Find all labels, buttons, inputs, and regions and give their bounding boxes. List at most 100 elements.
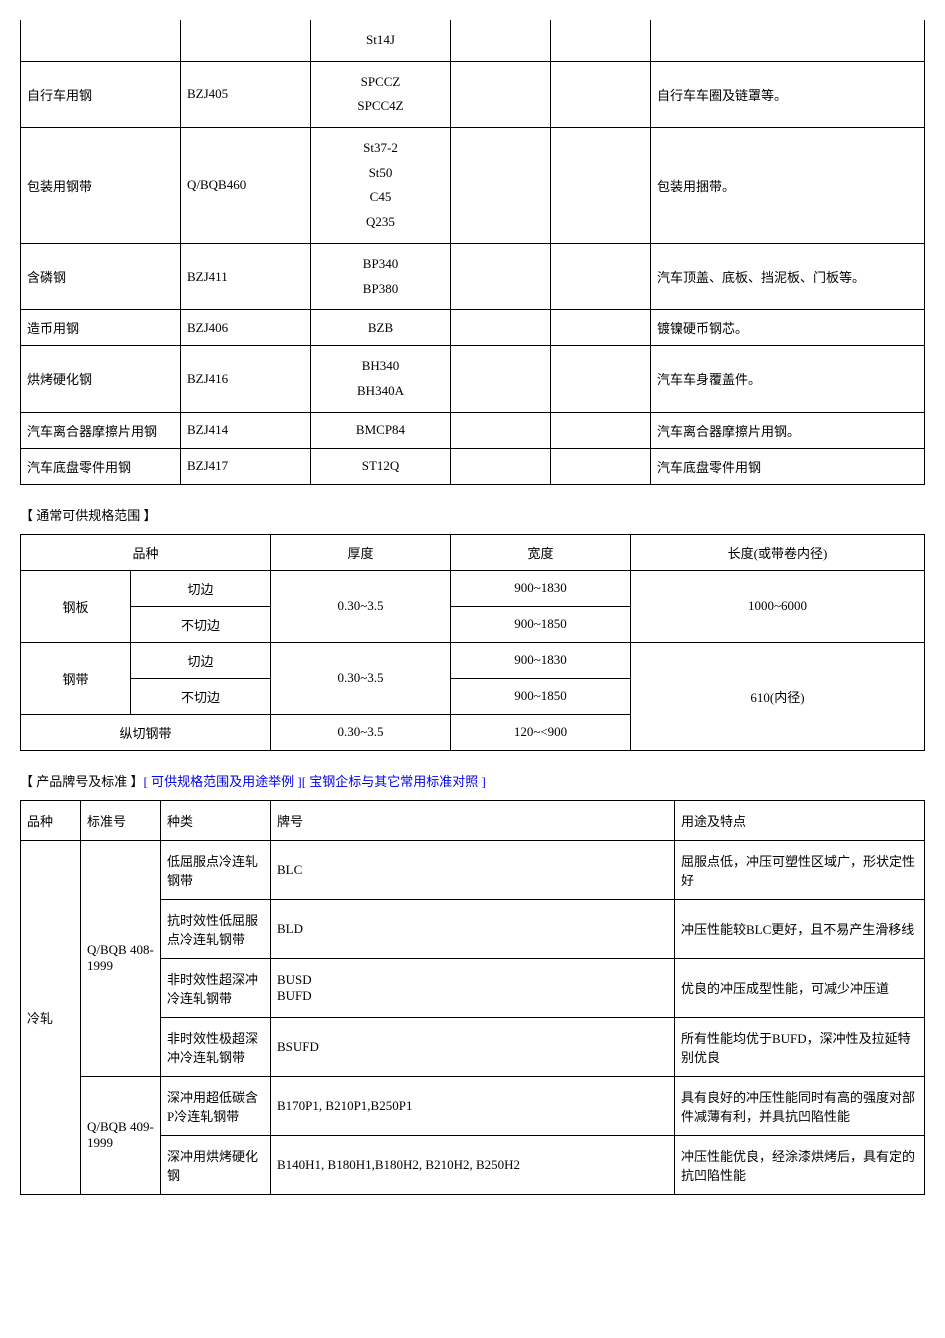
cell: 切边 — [131, 570, 271, 606]
label-part1: 【 产品牌号及标准 】 — [20, 774, 144, 789]
cell: 包装用钢带 — [21, 128, 181, 244]
cell: 汽车离合器摩擦片用钢。 — [651, 412, 925, 448]
link-standard-comparison[interactable]: [ 宝钢企标与其它常用标准对照 ] — [302, 774, 486, 789]
link-spec-range[interactable]: [ 可供规格范围及用途举例 ] — [144, 774, 302, 789]
cell: BUSD BUFD — [271, 958, 675, 1017]
cell: BH340 BH340A — [311, 346, 451, 412]
cell: 含磷钢 — [21, 243, 181, 309]
cell: 镀镍硬币钢芯。 — [651, 310, 925, 346]
cell: BSUFD — [271, 1017, 675, 1076]
cell: BZJ411 — [181, 243, 311, 309]
section-label-spec-range: 【 通常可供规格范围 】 — [20, 505, 925, 524]
cell: 自行车用钢 — [21, 61, 181, 127]
table-row: 自行车用钢 BZJ405 SPCCZ SPCC4Z 自行车车圈及链罩等。 — [21, 61, 925, 127]
cell: St37-2 St50 C45 Q235 — [311, 128, 451, 244]
cell — [651, 20, 925, 61]
cell: 包装用捆带。 — [651, 128, 925, 244]
cell: 汽车顶盖、底板、挡泥板、门板等。 — [651, 243, 925, 309]
table-header-row: 品种 标准号 种类 牌号 用途及特点 — [21, 800, 925, 840]
cell: BZJ406 — [181, 310, 311, 346]
cell: 610(内径) — [631, 642, 925, 750]
cell — [551, 20, 651, 61]
cell: 低屈服点冷连轧钢带 — [161, 840, 271, 899]
cell: BZB — [311, 310, 451, 346]
cell-standard-no: Q/BQB 408-1999 — [81, 840, 161, 1076]
cell — [551, 346, 651, 412]
cell — [551, 412, 651, 448]
cell — [451, 243, 551, 309]
cell: 深冲用烘烤硬化钢 — [161, 1135, 271, 1194]
header-variety: 品种 — [21, 800, 81, 840]
header-standard-no: 标准号 — [81, 800, 161, 840]
cell — [451, 412, 551, 448]
cell — [551, 448, 651, 484]
cell: BLD — [271, 899, 675, 958]
cell-variety: 冷轧 — [21, 840, 81, 1194]
cell — [451, 448, 551, 484]
table-row: 冷轧 Q/BQB 408-1999 低屈服点冷连轧钢带 BLC 屈服点低，冲压可… — [21, 840, 925, 899]
cell: B170P1, B210P1,B250P1 — [271, 1076, 675, 1135]
cell: St14J — [311, 20, 451, 61]
cell: 冲压性能优良，经涂漆烘烤后，具有定的抗凹陷性能 — [675, 1135, 925, 1194]
cell: 汽车底盘零件用钢 — [651, 448, 925, 484]
cell: 900~1850 — [451, 678, 631, 714]
cell: BZJ405 — [181, 61, 311, 127]
section-label-product-standards: 【 产品牌号及标准 】[ 可供规格范围及用途举例 ][ 宝钢企标与其它常用标准对… — [20, 771, 925, 790]
cell: BZJ416 — [181, 346, 311, 412]
cell: 汽车离合器摩擦片用钢 — [21, 412, 181, 448]
cell: 钢带 — [21, 642, 131, 714]
table-header-row: 品种 厚度 宽度 长度(或带卷内径) — [21, 534, 925, 570]
cell: 1000~6000 — [631, 570, 925, 642]
table-spec-range: 品种 厚度 宽度 长度(或带卷内径) 钢板 切边 0.30~3.5 900~18… — [20, 534, 925, 751]
cell: 900~1830 — [451, 570, 631, 606]
cell: Q/BQB460 — [181, 128, 311, 244]
cell — [551, 243, 651, 309]
cell: SPCCZ SPCC4Z — [311, 61, 451, 127]
header-type: 种类 — [161, 800, 271, 840]
cell: 所有性能均优于BUFD，深冲性及拉延特别优良 — [675, 1017, 925, 1076]
cell: 0.30~3.5 — [271, 714, 451, 750]
table-row: 汽车底盘零件用钢 BZJ417 ST12Q 汽车底盘零件用钢 — [21, 448, 925, 484]
cell: 900~1850 — [451, 606, 631, 642]
cell — [551, 61, 651, 127]
cell: 屈服点低，冲压可塑性区域广，形状定性好 — [675, 840, 925, 899]
header-grade: 牌号 — [271, 800, 675, 840]
cell: 非时效性超深冲冷连轧钢带 — [161, 958, 271, 1017]
cell: 0.30~3.5 — [271, 642, 451, 714]
cell — [181, 20, 311, 61]
header-width: 宽度 — [451, 534, 631, 570]
table-product-standards: 品种 标准号 种类 牌号 用途及特点 冷轧 Q/BQB 408-1999 低屈服… — [20, 800, 925, 1195]
cell — [21, 20, 181, 61]
cell — [451, 346, 551, 412]
table-row: 钢带 切边 0.30~3.5 900~1830 610(内径) — [21, 642, 925, 678]
cell: 抗时效性低屈服点冷连轧钢带 — [161, 899, 271, 958]
header-usage: 用途及特点 — [675, 800, 925, 840]
cell: BMCP84 — [311, 412, 451, 448]
cell: 非时效性极超深冲冷连轧钢带 — [161, 1017, 271, 1076]
cell: B140H1, B180H1,B180H2, B210H2, B250H2 — [271, 1135, 675, 1194]
table-row: 钢板 切边 0.30~3.5 900~1830 1000~6000 — [21, 570, 925, 606]
table-row: 包装用钢带 Q/BQB460 St37-2 St50 C45 Q235 包装用捆… — [21, 128, 925, 244]
cell: 自行车车圈及链罩等。 — [651, 61, 925, 127]
cell: 钢板 — [21, 570, 131, 642]
cell: 冲压性能较BLC更好，且不易产生滑移线 — [675, 899, 925, 958]
cell: BZJ414 — [181, 412, 311, 448]
cell: 纵切钢带 — [21, 714, 271, 750]
cell: BP340 BP380 — [311, 243, 451, 309]
header-thickness: 厚度 — [271, 534, 451, 570]
table-row: St14J — [21, 20, 925, 61]
table-row: 造币用钢 BZJ406 BZB 镀镍硬币钢芯。 — [21, 310, 925, 346]
table-steel-types: St14J 自行车用钢 BZJ405 SPCCZ SPCC4Z 自行车车圈及链罩… — [20, 20, 925, 485]
cell: 汽车底盘零件用钢 — [21, 448, 181, 484]
cell: 造币用钢 — [21, 310, 181, 346]
cell — [451, 128, 551, 244]
cell: 优良的冲压成型性能，可减少冲压道 — [675, 958, 925, 1017]
table-row: Q/BQB 409-1999 深冲用超低碳含P冷连轧钢带 B170P1, B21… — [21, 1076, 925, 1135]
header-length: 长度(或带卷内径) — [631, 534, 925, 570]
table-row: 汽车离合器摩擦片用钢 BZJ414 BMCP84 汽车离合器摩擦片用钢。 — [21, 412, 925, 448]
cell — [451, 61, 551, 127]
cell: 深冲用超低碳含P冷连轧钢带 — [161, 1076, 271, 1135]
cell — [451, 310, 551, 346]
cell: ST12Q — [311, 448, 451, 484]
cell: 具有良好的冲压性能同时有高的强度对部件减薄有利，并具抗凹陷性能 — [675, 1076, 925, 1135]
